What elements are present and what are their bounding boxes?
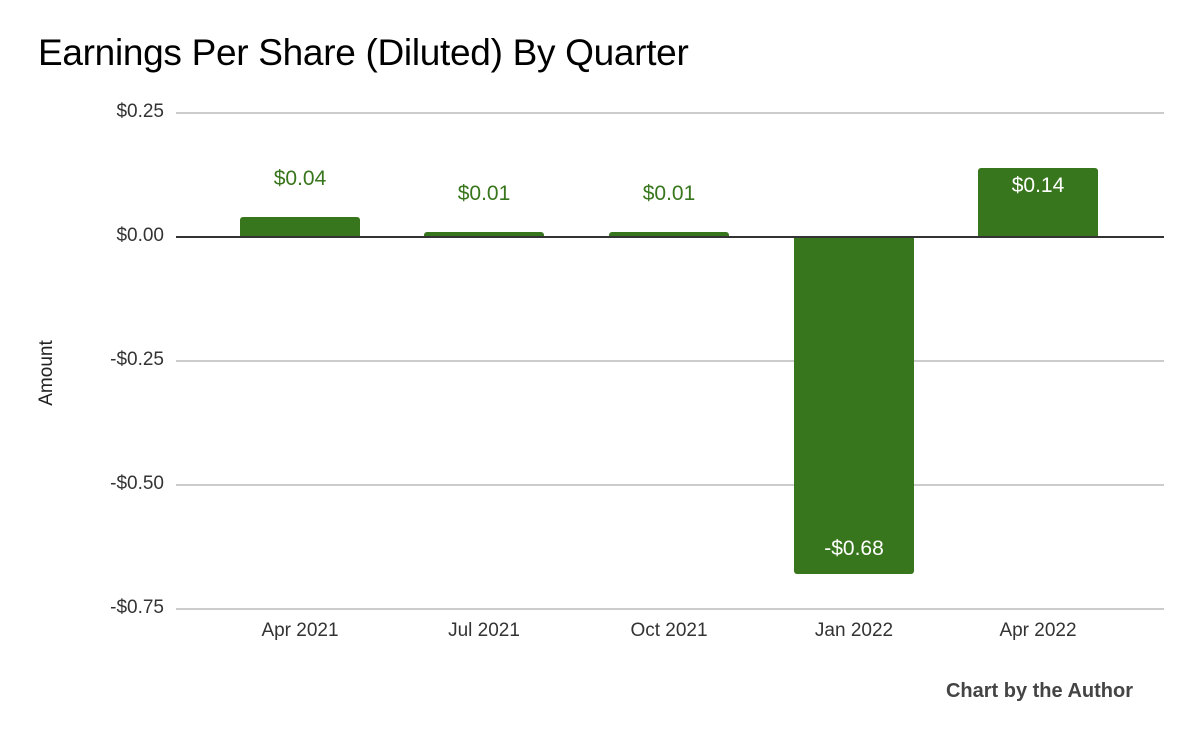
x-tick-label: Oct 2021 — [630, 620, 708, 641]
bar-value-label: -$0.68 — [824, 537, 884, 561]
y-axis-label: Amount — [36, 340, 57, 406]
bar[interactable] — [609, 232, 729, 237]
gridline — [176, 360, 1164, 362]
zero-baseline — [176, 236, 1164, 238]
bar-value-label: $0.01 — [642, 182, 696, 206]
gridline — [176, 608, 1164, 610]
chart-title: Earnings Per Share (Diluted) By Quarter — [38, 32, 689, 73]
bar-value-label: $0.04 — [273, 167, 327, 191]
bar[interactable] — [978, 167, 1098, 237]
gridline — [176, 112, 1164, 114]
x-tick-label: Jul 2021 — [448, 620, 520, 641]
x-tick-label: Jan 2022 — [814, 620, 894, 641]
y-tick-label: -$0.75 — [110, 597, 164, 618]
bar-value-label: $0.14 — [1011, 173, 1065, 197]
gridline — [176, 484, 1164, 486]
x-tick-label: Apr 2022 — [999, 620, 1077, 641]
y-tick-label: -$0.25 — [110, 349, 164, 370]
bar-value-label: $0.01 — [457, 182, 511, 206]
y-tick-label: $0.25 — [116, 101, 164, 122]
y-tick-label: $0.00 — [116, 225, 164, 246]
bar[interactable] — [424, 232, 544, 237]
bar[interactable] — [240, 217, 360, 237]
chart-credit: Chart by the Author — [945, 680, 1133, 702]
y-tick-label: -$0.50 — [110, 473, 164, 494]
x-tick-label: Apr 2021 — [261, 620, 339, 641]
bar[interactable] — [794, 237, 914, 575]
